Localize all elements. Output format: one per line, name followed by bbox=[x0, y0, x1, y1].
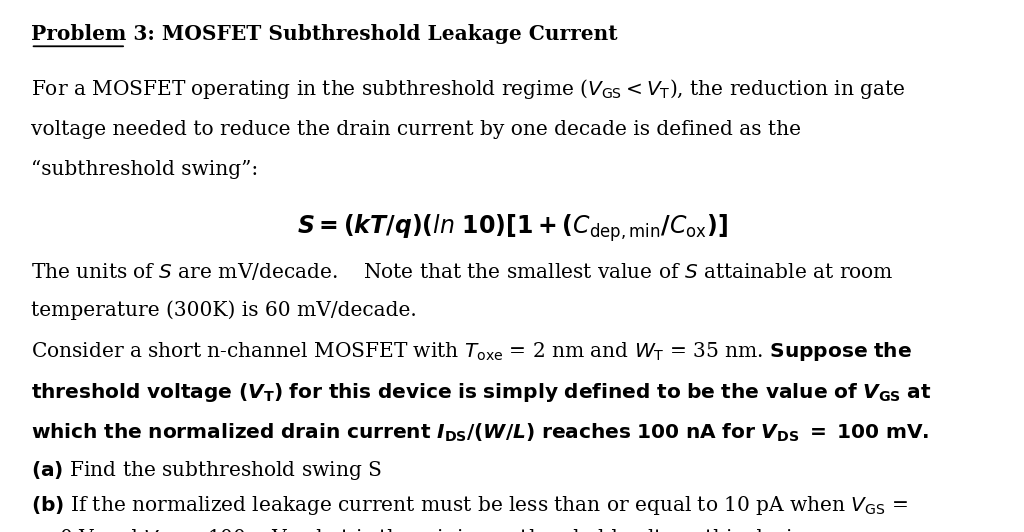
Text: $\mathbf{threshold\ voltage\ (}\boldsymbol{V}_\mathbf{T}\mathbf{)\ for\ this\ de: $\mathbf{threshold\ voltage\ (}\boldsymb… bbox=[31, 381, 931, 404]
Text: temperature (300K) is 60 mV/decade.: temperature (300K) is 60 mV/decade. bbox=[31, 301, 417, 320]
Text: Consider a short n-channel MOSFET with $\mathit{T}_\mathrm{oxe}$ = 2 nm and $\ma: Consider a short n-channel MOSFET with $… bbox=[31, 340, 911, 363]
Text: Problem 3: MOSFET Subthreshold Leakage Current: Problem 3: MOSFET Subthreshold Leakage C… bbox=[31, 24, 617, 44]
Text: The units of $\mathit{S}$ are mV/decade.    Note that the smallest value of $\ma: The units of $\mathit{S}$ are mV/decade.… bbox=[31, 261, 893, 281]
Text: “subthreshold swing”:: “subthreshold swing”: bbox=[31, 160, 258, 179]
Text: $\boldsymbol{S = (kT/q)(\mathit{ln}\ 10)[1 + (C_\mathrm{dep,min}/C_\mathrm{ox})]: $\boldsymbol{S = (kT/q)(\mathit{ln}\ 10)… bbox=[297, 213, 727, 245]
Text: voltage needed to reduce the drain current by one decade is defined as the: voltage needed to reduce the drain curre… bbox=[31, 120, 801, 139]
Text: $\mathbf{(b)}$ If the normalized leakage current must be less than or equal to 1: $\mathbf{(b)}$ If the normalized leakage… bbox=[31, 494, 908, 517]
Text: 0 V and $\mathit{V}_\mathrm{DS}$ = 100 mV, what is the minimum threshold voltage: 0 V and $\mathit{V}_\mathrm{DS}$ = 100 m… bbox=[59, 527, 859, 532]
Text: For a MOSFET operating in the subthreshold regime ($V_\mathrm{GS} < V_\mathrm{T}: For a MOSFET operating in the subthresho… bbox=[31, 77, 905, 101]
Text: $\mathbf{which\ the\ normalized\ drain\ current\ }\boldsymbol{I}_\mathbf{DS}\mat: $\mathbf{which\ the\ normalized\ drain\ … bbox=[31, 422, 929, 444]
Text: $\mathbf{(a)}$ Find the subthreshold swing S: $\mathbf{(a)}$ Find the subthreshold swi… bbox=[31, 459, 382, 481]
